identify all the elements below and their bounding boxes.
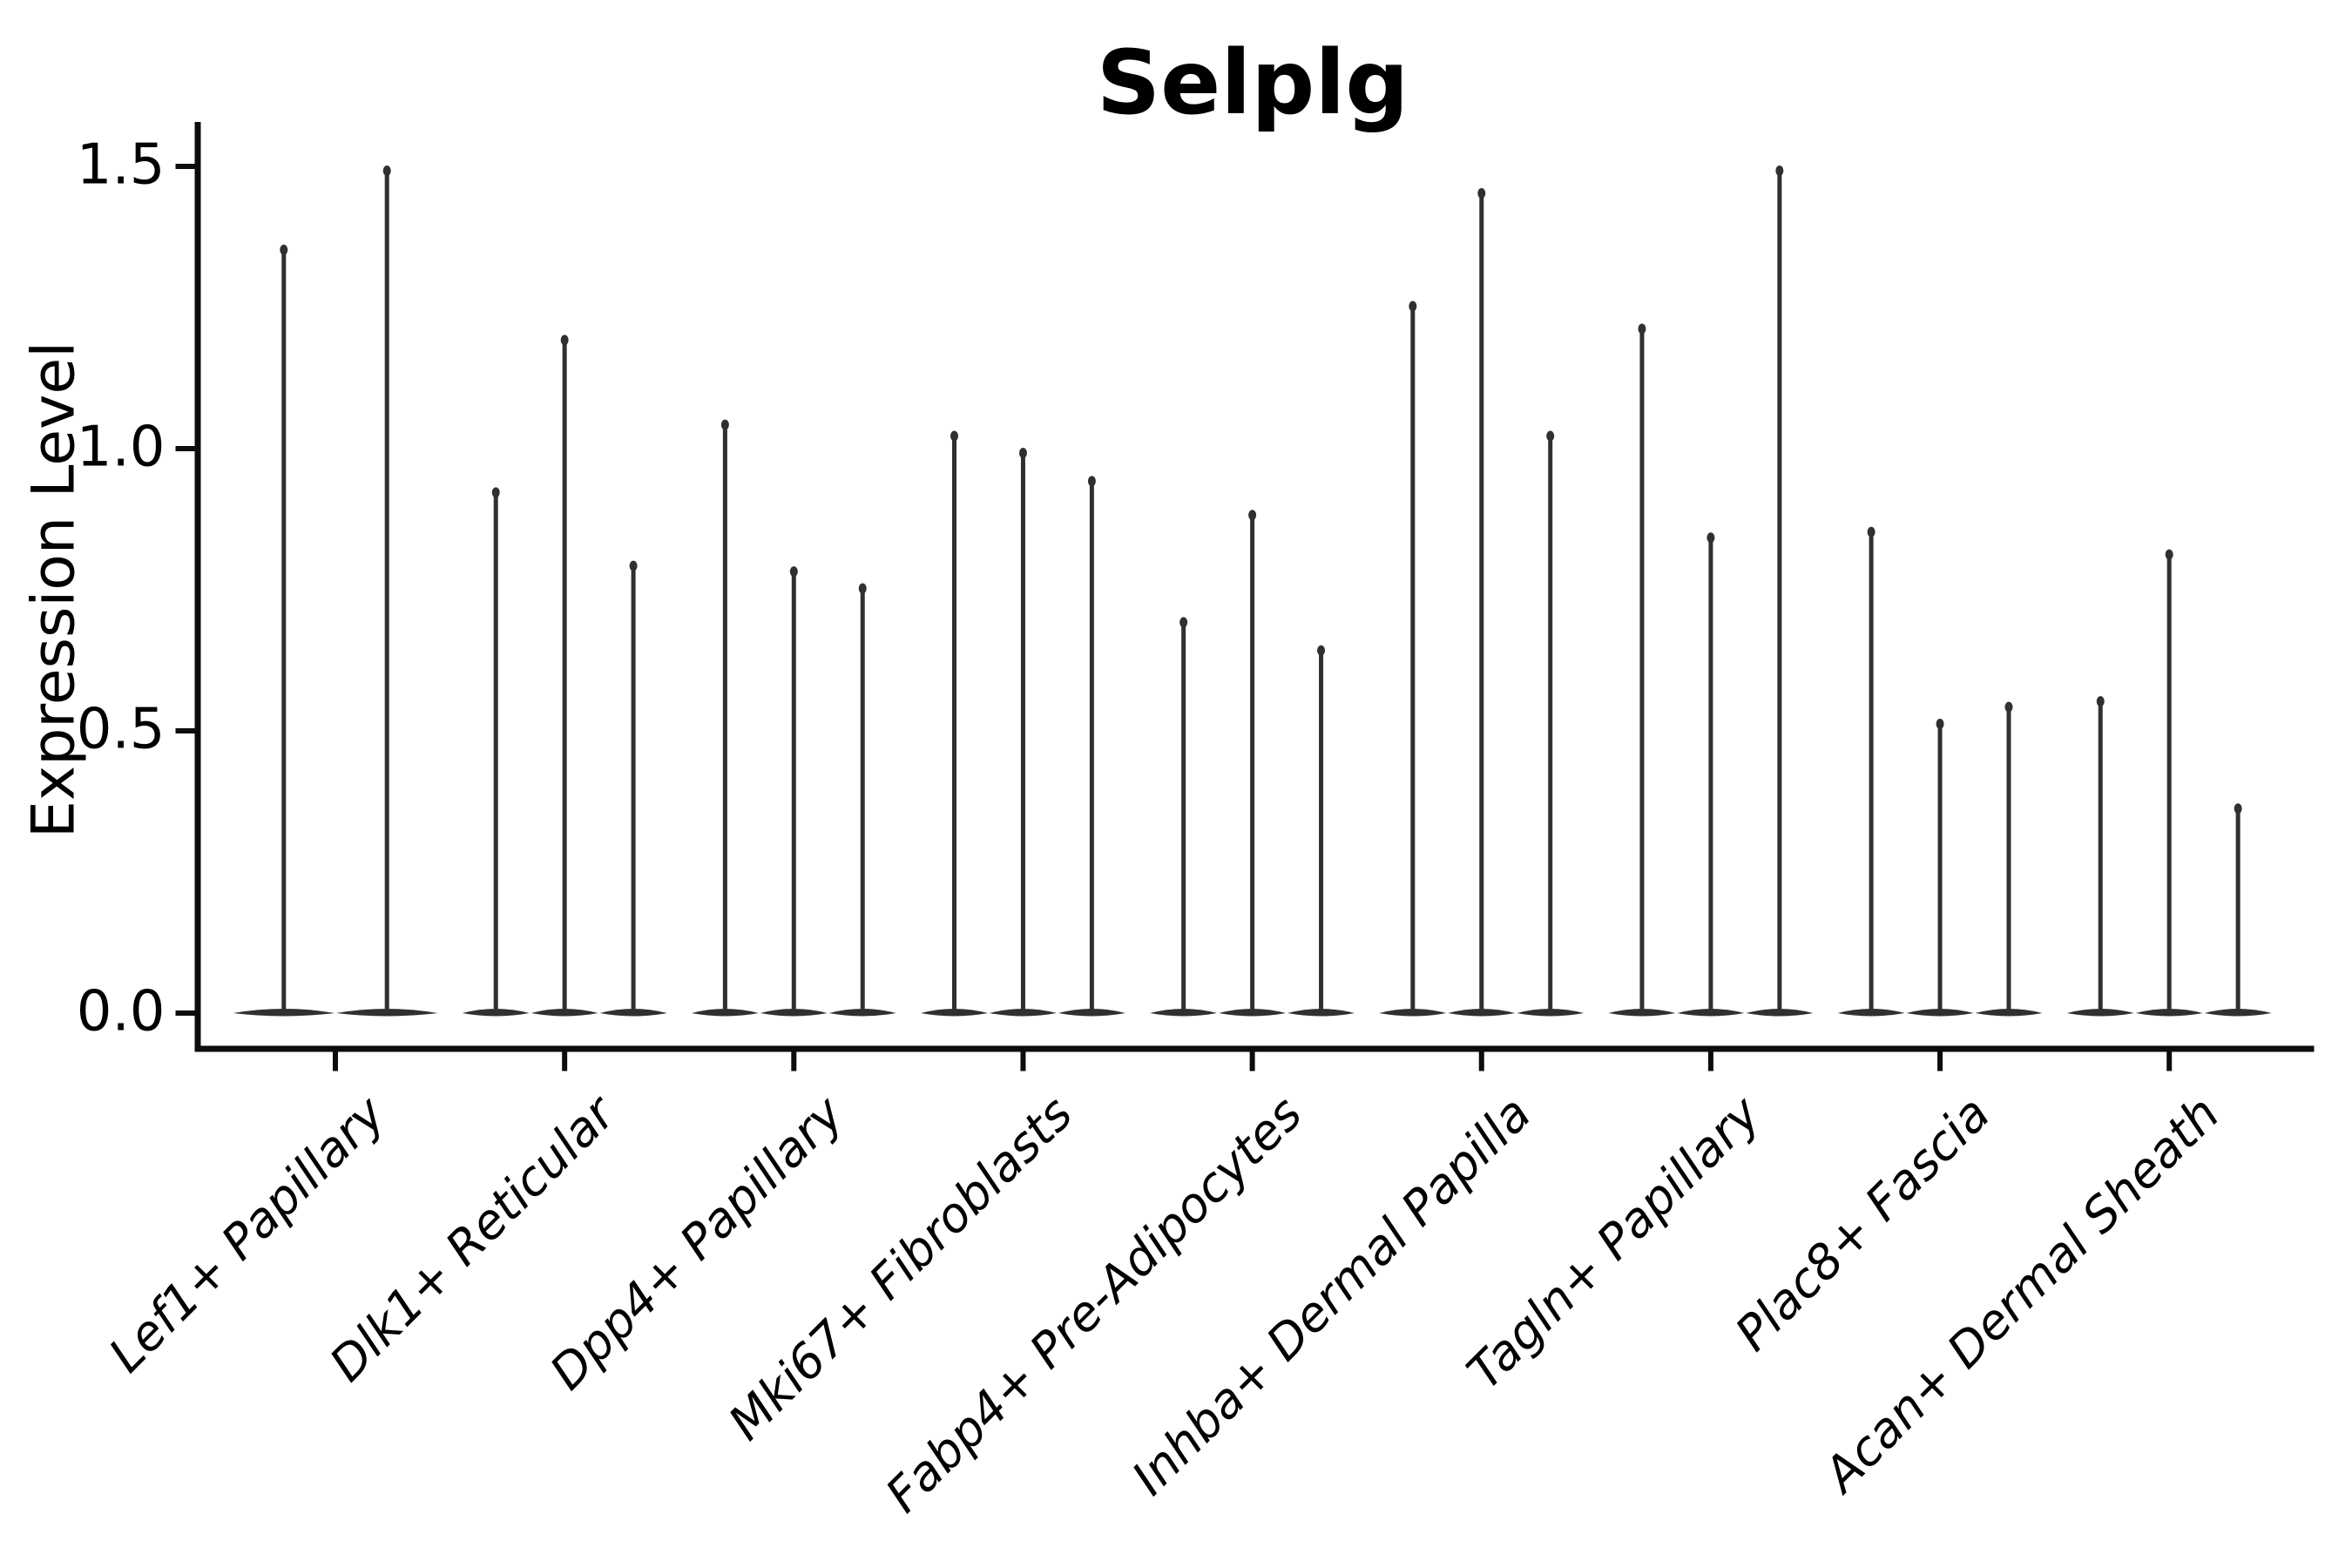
violin-tail bbox=[281, 245, 287, 1016]
violin-tail bbox=[952, 431, 957, 1015]
violin-tail bbox=[791, 567, 796, 1015]
x-tick bbox=[1707, 1051, 1713, 1071]
violin-tip bbox=[720, 419, 729, 430]
violin-tip bbox=[1867, 526, 1876, 537]
violin-tail bbox=[1548, 431, 1553, 1015]
y-tick bbox=[175, 446, 195, 451]
violin-tail bbox=[1020, 449, 1025, 1015]
violin-tail bbox=[2098, 697, 2103, 1015]
violin-tail bbox=[2235, 804, 2240, 1015]
violin-tail bbox=[1319, 645, 1324, 1015]
violin-tail bbox=[1410, 301, 1416, 1015]
violin-tip bbox=[950, 430, 959, 442]
violin-tip bbox=[1707, 532, 1715, 544]
violin-tail bbox=[1089, 476, 1094, 1015]
y-tick bbox=[175, 1010, 195, 1016]
violin-tail bbox=[1181, 618, 1186, 1015]
x-tick bbox=[1937, 1051, 1943, 1071]
y-tick-label: 0.0 bbox=[76, 979, 166, 1044]
violin-tail bbox=[1937, 720, 1943, 1015]
x-tick bbox=[2166, 1051, 2173, 1071]
violin-tip bbox=[1087, 476, 1096, 487]
violin-tip bbox=[280, 244, 288, 255]
y-axis-spine bbox=[194, 122, 201, 1052]
y-tick-label: 1.5 bbox=[76, 132, 166, 198]
violin-tail bbox=[1777, 166, 1782, 1015]
violin-tip bbox=[1936, 719, 1944, 730]
violin-tail bbox=[2166, 550, 2172, 1015]
violin-tip bbox=[1317, 645, 1326, 656]
x-tick bbox=[333, 1051, 338, 1071]
violin-tail bbox=[562, 335, 567, 1015]
violin-tip bbox=[491, 487, 500, 498]
violin-tip bbox=[2096, 696, 2105, 707]
violin-tip bbox=[2004, 701, 2013, 713]
x-tick bbox=[1020, 1051, 1026, 1071]
y-tick bbox=[175, 164, 195, 169]
violin-tip bbox=[2165, 549, 2173, 560]
violin-tail bbox=[860, 584, 865, 1015]
violin-tip bbox=[382, 166, 391, 176]
violin-tip bbox=[1248, 510, 1257, 521]
violin-tail bbox=[1250, 510, 1255, 1015]
x-tick bbox=[1478, 1051, 1484, 1071]
violin-tail bbox=[631, 561, 636, 1015]
violin-tip bbox=[858, 583, 867, 594]
violin-tip bbox=[1775, 166, 1784, 176]
violin-tip bbox=[560, 335, 569, 346]
violin-tip bbox=[2234, 803, 2242, 814]
violin-tail bbox=[384, 166, 389, 1015]
y-tick bbox=[175, 728, 195, 733]
violin-tip bbox=[789, 566, 798, 578]
x-tick bbox=[562, 1051, 568, 1071]
violin-tip bbox=[629, 560, 638, 571]
violin-tail bbox=[1639, 324, 1645, 1015]
violin-tail bbox=[722, 420, 727, 1016]
violin-tail bbox=[2006, 702, 2011, 1015]
y-tick-label: 1.0 bbox=[76, 415, 166, 480]
violin-tip bbox=[1179, 617, 1188, 628]
violin-tip bbox=[1018, 448, 1027, 458]
x-tick bbox=[1249, 1051, 1255, 1071]
violin-tail bbox=[1708, 533, 1713, 1015]
x-axis-spine bbox=[194, 1045, 2315, 1052]
violin-tail bbox=[1869, 527, 1874, 1015]
violin-tip bbox=[1477, 187, 1486, 199]
chart-title: Selplg bbox=[1096, 31, 1409, 135]
violin-tail bbox=[1479, 188, 1484, 1016]
violin-tip bbox=[1546, 430, 1555, 442]
x-tick bbox=[791, 1051, 797, 1071]
violin-tip bbox=[1409, 301, 1417, 312]
violin-tip bbox=[1638, 323, 1646, 335]
violin-tail bbox=[493, 488, 498, 1015]
y-tick-label: 0.5 bbox=[76, 697, 166, 762]
